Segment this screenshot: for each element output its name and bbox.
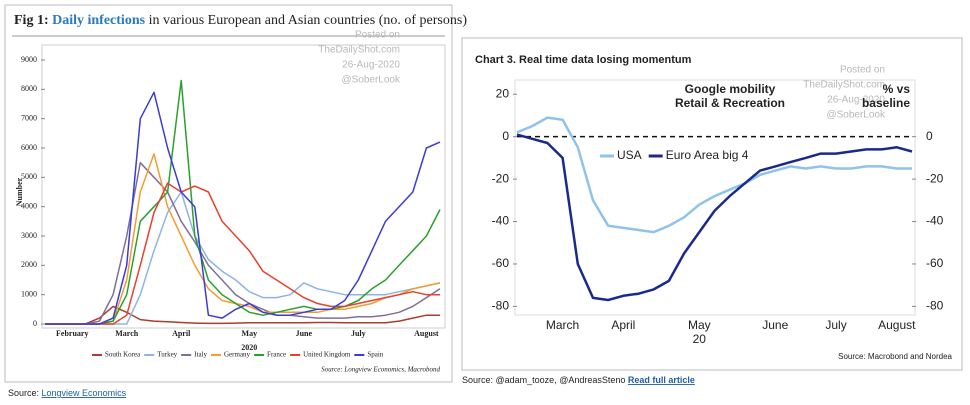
annotation: Retail & Recreation: [675, 96, 785, 110]
watermark: Posted on: [840, 65, 885, 76]
legend-label: Italy: [194, 351, 207, 359]
y2-tick-label: 0: [926, 129, 933, 143]
watermark: @SoberLook: [341, 75, 401, 86]
series-line: [45, 79, 441, 325]
y-tick-label: 4000: [21, 201, 37, 210]
y-tick-label: 9000: [21, 55, 37, 64]
y-tick-label: -20: [492, 171, 510, 185]
legend-label: Euro Area big 4: [666, 148, 749, 162]
x-tick-label: April: [611, 318, 635, 332]
y-tick-label: 5000: [21, 172, 37, 181]
y-tick-label: -40: [492, 214, 510, 228]
x-tick-label: July: [825, 318, 846, 332]
title-prefix: Fig 1:: [14, 13, 52, 28]
y-tick-label: 2000: [21, 260, 37, 269]
y2-tick-label: -60: [926, 256, 944, 270]
x-tick-label: April: [172, 329, 191, 338]
x-sublabel: 2020: [241, 343, 257, 352]
x-tick-label: May: [688, 318, 711, 332]
y-tick-label: -80: [492, 299, 510, 313]
x-sublabel: 20: [693, 332, 707, 346]
y-tick-label: 8000: [21, 84, 37, 93]
x-tick-label: August: [878, 318, 916, 332]
y-axis-label: Number: [15, 177, 24, 206]
x-tick-label: May: [242, 329, 258, 338]
source: Source: Macrobond and Nordea: [838, 352, 952, 361]
y-tick-label: 0: [502, 129, 509, 143]
x-tick-label: March: [115, 329, 139, 338]
watermark: TheDailyShot.com: [318, 45, 400, 56]
fig-title: Fig 1: Daily infections in various Europ…: [14, 13, 467, 28]
watermark: @SoberLook: [826, 110, 886, 121]
y-tick-label: 6000: [21, 143, 37, 152]
series-line: [45, 305, 440, 325]
title-highlight: Daily infections: [52, 13, 145, 28]
caption-link[interactable]: Longview Economics: [42, 388, 127, 398]
legend-label: USA: [617, 148, 642, 162]
watermark: TheDailyShot.com: [803, 80, 885, 91]
x-tick-label: February: [56, 329, 88, 338]
x-tick-label: June: [296, 329, 313, 338]
y2-axis-label: baseline: [862, 96, 910, 110]
source: Source: Longview Economics, Macrobond: [321, 366, 440, 374]
legend-label: Germany: [224, 351, 251, 359]
plot-frame: [514, 79, 916, 316]
series-line: [45, 91, 441, 325]
series-line: [45, 182, 440, 325]
caption-text: Source: @adam_tooze, @AndreasSteno: [462, 375, 628, 385]
series-line: [516, 116, 912, 234]
legend-label: France: [267, 351, 286, 359]
annotation: Google mobility: [685, 82, 776, 96]
y-tick-label: -60: [492, 256, 510, 270]
y2-tick-label: -80: [926, 299, 944, 313]
watermark: Posted on: [355, 30, 400, 41]
series-line: [516, 133, 913, 302]
caption-text: Source:: [8, 388, 42, 398]
chart-title: Chart 3. Real time data losing momentum: [475, 54, 692, 66]
series-line: [45, 161, 441, 325]
x-tick-label: July: [351, 329, 366, 338]
x-tick-label: June: [762, 318, 788, 332]
title-suffix: in various European and Asian countries …: [145, 13, 467, 28]
x-tick-label: August: [414, 329, 439, 338]
caption: Source: Longview Economics: [8, 388, 127, 398]
y-tick-label: 7000: [21, 113, 37, 122]
legend-label: Spain: [367, 351, 383, 359]
legend-label: Turkey: [157, 351, 177, 359]
caption-link[interactable]: Read full article: [628, 375, 695, 385]
left-frame: [4, 4, 453, 383]
y-tick-label: 3000: [21, 231, 37, 240]
y-tick-label: 1000: [21, 289, 37, 298]
caption: Source: @adam_tooze, @AndreasSteno Read …: [462, 375, 695, 385]
plot-frame: [41, 44, 446, 329]
x-tick-label: March: [546, 318, 579, 332]
legend-label: South Korea: [105, 351, 141, 359]
watermark: 26-Aug-2020: [827, 95, 885, 106]
y-tick-label: 0: [33, 319, 37, 328]
y2-tick-label: -20: [926, 171, 944, 185]
y2-axis-label: % vs: [883, 82, 911, 96]
legend-label: United Kingdom: [303, 351, 351, 359]
watermark: 26-Aug-2020: [342, 60, 400, 71]
y2-tick-label: -40: [926, 214, 944, 228]
y-tick-label: 20: [496, 86, 510, 100]
